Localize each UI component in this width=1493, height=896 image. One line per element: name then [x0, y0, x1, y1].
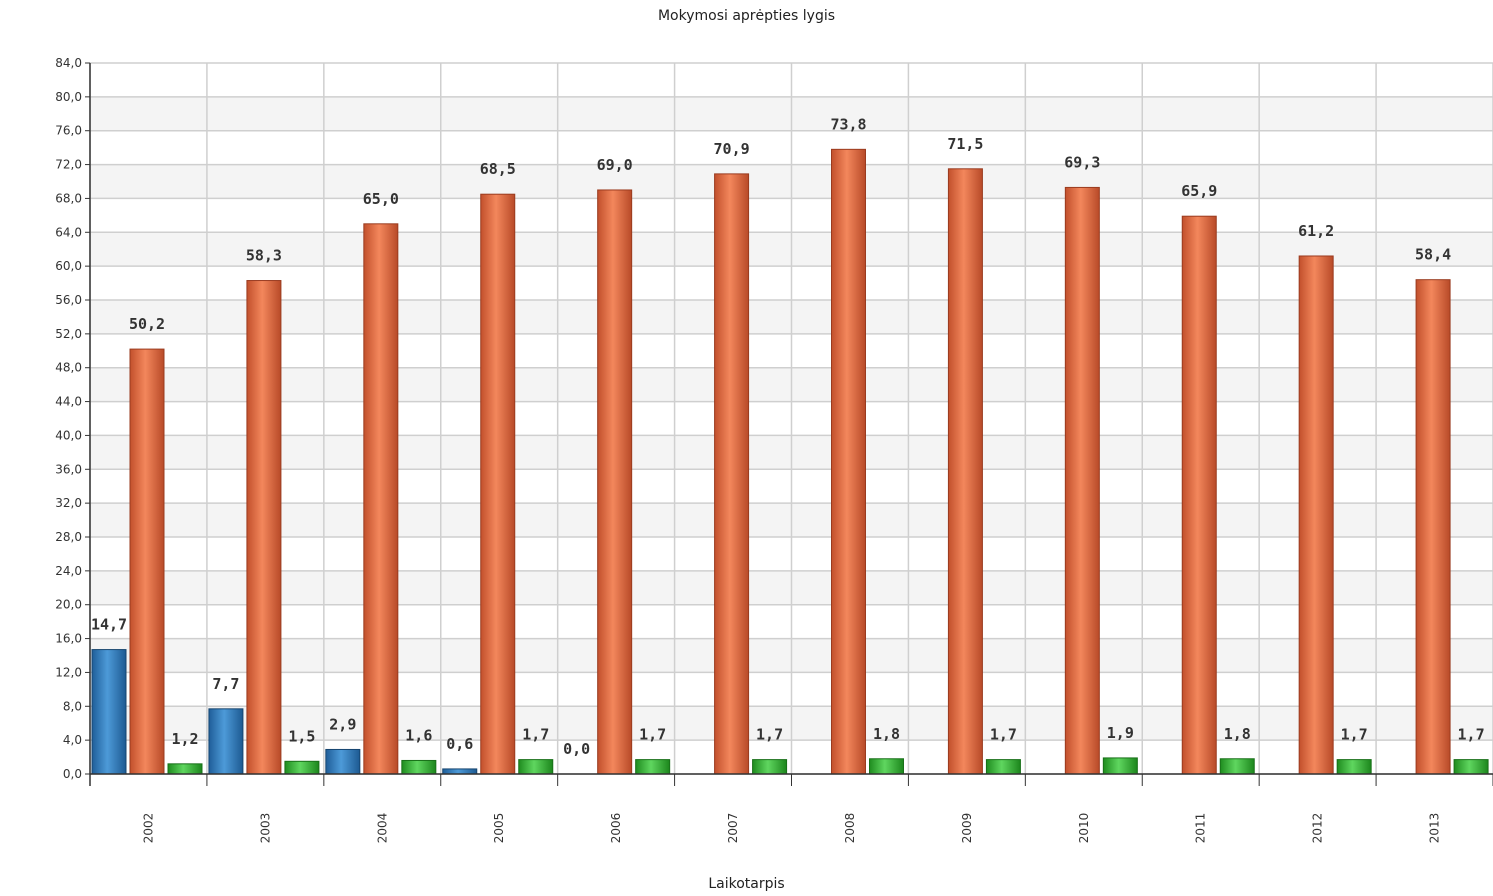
- bar-s3-2008: [869, 758, 904, 775]
- bar-s3-2003: [284, 760, 320, 775]
- bar-s3-2009: [985, 759, 1021, 775]
- data-label: 61,2: [1298, 222, 1334, 240]
- x-tick-label: 2007: [726, 813, 740, 844]
- y-tick-label: 36,0: [55, 462, 82, 476]
- data-label: 0,6: [446, 735, 473, 753]
- bar-s3-2013: [1453, 759, 1489, 775]
- data-label: 0,0: [563, 740, 590, 758]
- y-tick-label: 48,0: [55, 361, 82, 375]
- x-tick-label: 2012: [1311, 813, 1325, 844]
- data-label: 50,2: [129, 315, 165, 333]
- y-tick-label: 32,0: [55, 496, 82, 510]
- data-label: 71,5: [947, 135, 983, 153]
- bar-s1-2002: [91, 649, 127, 775]
- bar-s3-2004: [401, 759, 437, 775]
- axes: 0,0 4,0 8,0 12,0 16,0 20,0 24,0 28,0 32,0 36,0 40,…: [55, 56, 1493, 843]
- bar-s3-2007: [752, 759, 788, 775]
- bar-s1-2004: [325, 748, 361, 775]
- bar-s3-2010: [1102, 757, 1138, 775]
- data-label: 1,7: [639, 726, 666, 744]
- y-tick-label: 84,0: [55, 56, 82, 70]
- data-label: 7,7: [212, 675, 239, 693]
- bar-s2-2007: [714, 173, 750, 775]
- data-label: 58,3: [246, 247, 282, 265]
- x-axis-title: Laikotarpis: [708, 876, 785, 892]
- bar-s2-2002: [129, 348, 165, 775]
- bar-s1-2005: [442, 768, 478, 775]
- bar-s2-2006: [597, 189, 633, 775]
- data-label: 1,2: [171, 730, 198, 748]
- y-tick-label: 4,0: [63, 733, 82, 747]
- data-label: 68,5: [480, 160, 516, 178]
- x-tick-label: 2009: [960, 813, 974, 844]
- data-label: 1,7: [990, 726, 1017, 744]
- bar-s3-2002: [167, 763, 203, 775]
- x-tick-label: 2010: [1077, 813, 1091, 844]
- y-tick-label: 72,0: [55, 158, 82, 172]
- y-tick-label: 68,0: [55, 191, 82, 205]
- bar-s2-2004: [363, 223, 399, 775]
- data-label: 58,4: [1415, 246, 1451, 264]
- y-tick-label: 24,0: [55, 564, 82, 578]
- y-tick-label: 44,0: [55, 395, 82, 409]
- data-label: 1,6: [405, 726, 432, 744]
- data-label: 69,0: [597, 156, 633, 174]
- bar-s2-2005: [480, 193, 516, 775]
- y-tick-label: 16,0: [55, 632, 82, 646]
- bar-s2-2010: [1064, 186, 1100, 775]
- x-tick-label: 2002: [141, 813, 155, 844]
- x-tick-label: 2011: [1194, 813, 1208, 844]
- y-tick-label: 64,0: [55, 225, 82, 239]
- data-label: 70,9: [714, 140, 750, 158]
- x-tick-label: 2005: [492, 813, 506, 844]
- data-label: 1,7: [756, 726, 783, 744]
- x-tick-label: 2008: [843, 813, 857, 844]
- y-tick-label: 60,0: [55, 259, 82, 273]
- data-label: 1,9: [1107, 724, 1134, 742]
- x-tick-label: 2013: [1428, 813, 1442, 844]
- y-tick-label: 0,0: [63, 767, 82, 781]
- bar-s2-2009: [947, 168, 983, 775]
- bar-s3-2011: [1219, 758, 1255, 775]
- data-label: 1,7: [1458, 726, 1485, 744]
- x-tick-label: 2006: [609, 813, 623, 844]
- data-label: 2,9: [329, 715, 356, 733]
- chart-title: Mokymosi aprėpties lygis: [657, 8, 836, 24]
- bar-s2-2012: [1298, 255, 1334, 775]
- y-tick-label: 20,0: [55, 598, 82, 612]
- data-label: 1,5: [288, 727, 315, 745]
- data-label: 1,7: [1341, 726, 1368, 744]
- bar-s3-2005: [518, 759, 554, 775]
- y-tick-label: 52,0: [55, 327, 82, 341]
- data-label: 1,7: [522, 726, 549, 744]
- data-label: 1,8: [1224, 725, 1251, 743]
- y-tick-label: 28,0: [55, 530, 82, 544]
- y-tick-label: 76,0: [55, 124, 82, 138]
- grid: [89, 62, 1493, 775]
- bar-s3-2012: [1336, 759, 1372, 775]
- data-label: 1,8: [873, 725, 900, 743]
- bar-s2-2013: [1415, 279, 1451, 775]
- bar-s1-2003: [208, 708, 244, 775]
- x-tick-label: 2003: [258, 813, 272, 844]
- data-labels: 14,7 7,7 2,9 0,6 0,0 50,2 58,3 65,0 68,5 69,0 70,9…: [91, 115, 1485, 758]
- data-label: 69,3: [1064, 153, 1100, 171]
- data-label: 65,0: [363, 190, 399, 208]
- y-tick-label: 56,0: [55, 293, 82, 307]
- x-tick-label: 2004: [375, 813, 389, 844]
- data-label: 14,7: [91, 616, 127, 634]
- y-tick-label: 40,0: [55, 428, 82, 442]
- y-tick-label: 8,0: [63, 699, 82, 713]
- y-tick-label: 80,0: [55, 90, 82, 104]
- data-label: 73,8: [830, 115, 866, 133]
- bar-s3-2006: [635, 759, 671, 775]
- bar-s2-2003: [246, 280, 282, 775]
- bar-s2-2011: [1181, 215, 1217, 775]
- data-label: 65,9: [1181, 182, 1217, 200]
- y-tick-label: 12,0: [55, 665, 82, 679]
- bar-s2-2008: [831, 148, 866, 775]
